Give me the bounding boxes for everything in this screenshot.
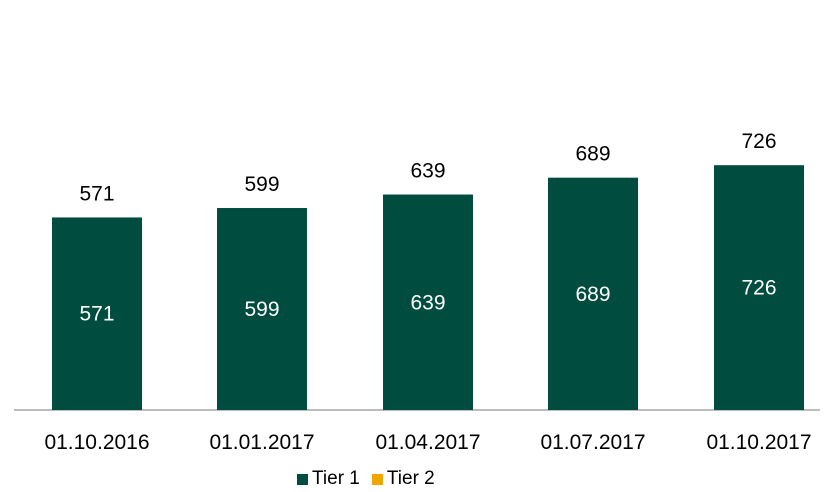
bar-total-label: 726 [741, 130, 776, 153]
bar-total-label: 571 [79, 182, 114, 205]
bar-tier-1[interactable] [52, 217, 142, 410]
bar-inner-label: 639 [410, 291, 445, 314]
legend-swatch-tier-2 [371, 473, 383, 485]
bar-tier-1[interactable] [714, 165, 804, 410]
x-tick-label: 01.10.2016 [44, 431, 149, 454]
bar-tier-1[interactable] [217, 208, 307, 410]
legend-label-tier-2: Tier 2 [386, 468, 435, 489]
x-tick-label: 01.07.2017 [540, 431, 645, 454]
bar-inner-label: 599 [244, 298, 279, 321]
chart-legend: Tier 1 Tier 2 [297, 468, 447, 490]
bar-tier-1[interactable] [383, 194, 473, 410]
bar-tier-1[interactable] [548, 177, 638, 410]
x-tick-label: 01.04.2017 [375, 431, 480, 454]
bar-inner-label: 689 [575, 283, 610, 306]
legend-item-tier-2[interactable]: Tier 2 [371, 468, 435, 490]
bar-total-label: 689 [575, 143, 610, 166]
bar-total-label: 639 [410, 160, 445, 183]
legend-label-tier-1: Tier 1 [312, 468, 360, 489]
bar-inner-label: 571 [79, 303, 114, 326]
bar-total-label: 599 [244, 173, 279, 196]
legend-swatch-tier-1 [297, 473, 308, 485]
x-tick-label: 01.10.2017 [706, 431, 811, 454]
legend-item-tier-1[interactable]: Tier 1 [297, 468, 360, 490]
x-tick-label: 01.01.2017 [209, 431, 314, 454]
bar-inner-label: 726 [741, 277, 776, 300]
